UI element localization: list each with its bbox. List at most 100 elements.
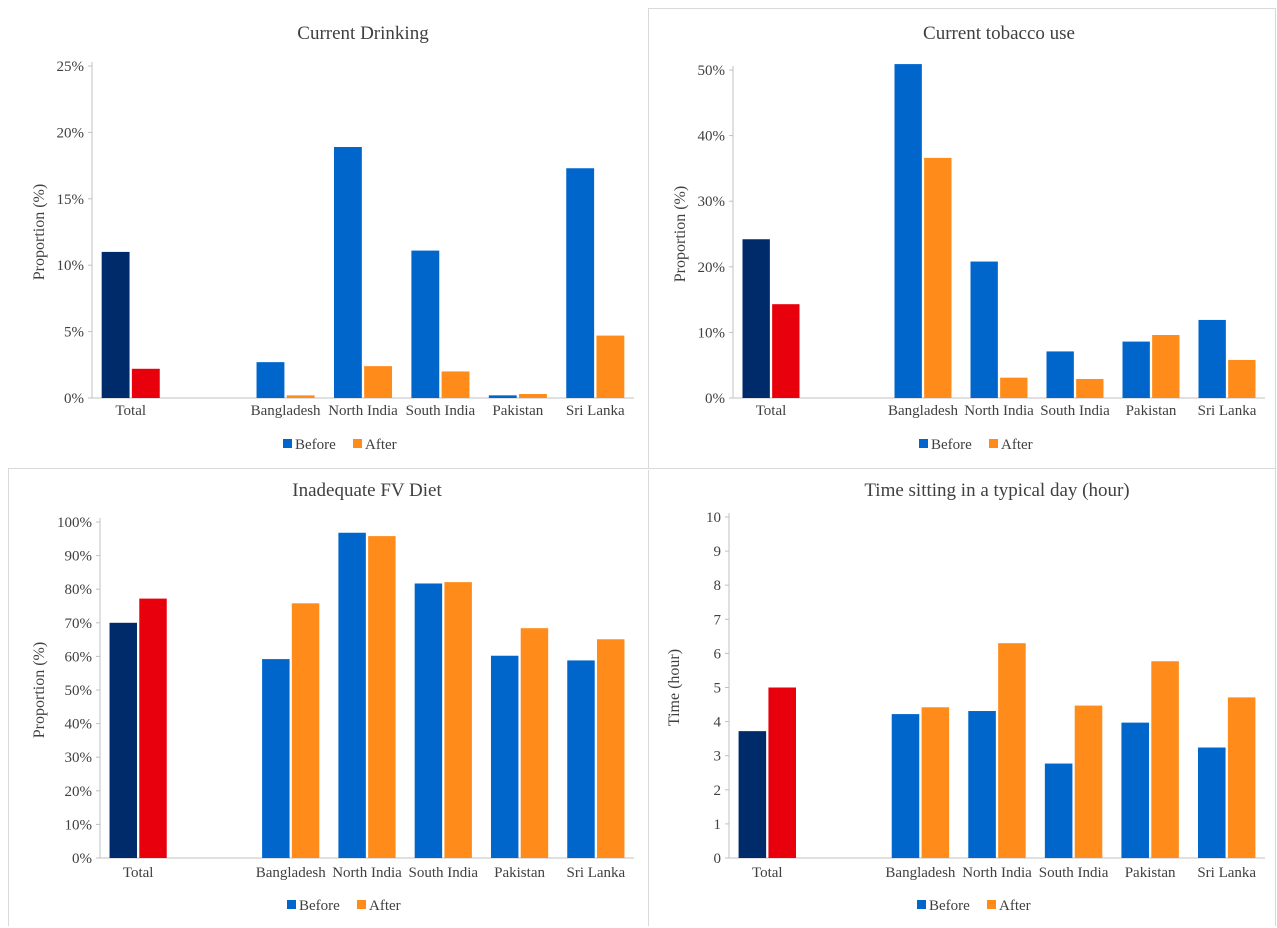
bar-after-total [772,304,800,398]
bar-before-north-india [338,532,366,858]
legend-after-swatch [987,900,996,909]
chart-title: Current Drinking [297,23,429,44]
y-axis-label: Time (hour) [666,649,683,726]
bar-before-total [738,731,767,858]
chart-title: Current tobacco use [923,23,1075,44]
y-axis-label: Proportion (%) [31,184,48,280]
y-tick-label: 8 [714,578,722,594]
x-tick-label: Total [123,865,154,881]
y-tick-label: 50% [65,683,93,699]
bar-after-sri-lanka [1228,359,1256,398]
bar-before-north-india [333,147,362,398]
legend-before-swatch [287,900,296,909]
bar-after-bangladesh [921,707,950,858]
y-tick-label: 0% [72,851,92,867]
bar-after-sri-lanka [1227,697,1256,858]
y-tick-label: 0% [705,391,725,407]
legend-before-swatch [283,439,292,448]
bar-after-north-india [1000,377,1028,398]
bar-before-total [101,251,130,398]
legend-after-swatch [989,439,998,448]
panel-divider-horizontal [8,468,1276,469]
chart-title: Inadequate FV Diet [292,480,442,501]
x-tick-label: North India [332,865,402,881]
chart-current-drinking: Current Drinking Proportion (%) 0% 5% 10% 15%… [31,23,634,453]
y-tick-label: 30% [698,194,726,210]
legend-before-label: Before [931,437,972,453]
y-tick-label: 6 [714,646,722,662]
chart-inadequate-fv-diet: Inadequate FV Diet Proportion (%) 0% 10% 20%… [31,480,634,914]
bar-before-bangladesh [891,714,920,858]
x-tick-label: Pakistan [1126,403,1177,419]
bar-after-bangladesh [924,157,952,398]
chart-time-sitting: Time sitting in a typical day (hour) Time… [666,480,1265,914]
y-tick-label: 80% [65,582,93,598]
chart-current-tobacco-use: Current tobacco use Proportion (%) 0% 10% 20… [672,23,1265,453]
x-tick-label: North India [328,403,398,419]
y-tick-label: 70% [65,616,93,632]
x-tick-label: South India [1039,865,1109,881]
bar-after-bangladesh [286,395,315,398]
bar-after-south-india [1076,378,1104,398]
y-tick-label: 10% [57,258,85,274]
bar-before-bangladesh [256,362,285,398]
bar-before-pakistan [490,655,519,858]
y-tick-label: 60% [65,649,93,665]
chart-title: Time sitting in a typical day (hour) [864,480,1129,501]
bar-before-total [109,622,137,858]
x-tick-label: Total [752,865,783,881]
bar-before-sri-lanka [567,660,595,858]
bar-after-south-india [1074,705,1103,858]
y-tick-label: 5% [64,325,84,341]
x-tick-label: Bangladesh [256,865,326,881]
bar-after-north-india [998,643,1026,858]
y-tick-label: 10 [706,510,721,526]
x-tick-label: Total [115,403,146,419]
y-axis-label: Proportion (%) [672,186,689,282]
y-tick-label: 15% [57,192,85,208]
bar-before-pakistan [1122,341,1150,398]
legend-before-label: Before [295,437,336,453]
bar-before-south-india [1046,351,1074,398]
bar-after-pakistan [1151,661,1179,858]
x-tick-label: South India [408,865,478,881]
x-tick-label: Pakistan [494,865,545,881]
legend-after-label: After [365,437,397,453]
y-tick-label: 20% [698,260,726,276]
bar-before-bangladesh [262,659,290,858]
y-tick-label: 7 [714,612,722,628]
bar-after-total [131,368,160,398]
bar-before-total [742,239,770,398]
bar-after-south-india [444,582,472,858]
x-tick-label: Sri Lanka [1198,403,1257,419]
bar-after-pakistan [519,394,547,398]
x-tick-label: Bangladesh [251,403,321,419]
bar-before-sri-lanka [1198,319,1226,398]
bar-before-pakistan [488,395,517,398]
y-tick-label: 25% [57,59,85,75]
bar-before-south-india [414,583,443,858]
y-tick-label: 100% [57,515,92,531]
x-tick-label: Bangladesh [888,403,958,419]
x-tick-label: North India [964,403,1034,419]
y-axis-label: Proportion (%) [31,642,48,738]
y-tick-label: 30% [65,750,93,766]
y-tick-label: 40% [698,129,726,145]
y-tick-label: 9 [714,544,722,560]
panel-border-top [648,8,1275,9]
x-tick-label: North India [962,865,1032,881]
y-tick-label: 40% [65,717,93,733]
legend-before-swatch [919,439,928,448]
legend-after-label: After [1001,437,1033,453]
bar-before-sri-lanka [1198,747,1226,858]
panel-divider-vertical [648,8,649,468]
panel-border-right [1275,8,1276,926]
bar-before-sri-lanka [566,168,595,398]
bar-after-sri-lanka [596,335,625,398]
x-tick-label: Sri Lanka [1197,865,1256,881]
y-tick-label: 50% [698,63,726,79]
y-tick-label: 0 [714,851,722,867]
legend-after-label: After [369,898,401,914]
panel-divider-vertical-bottom [648,470,649,926]
bar-after-north-india [364,366,393,398]
